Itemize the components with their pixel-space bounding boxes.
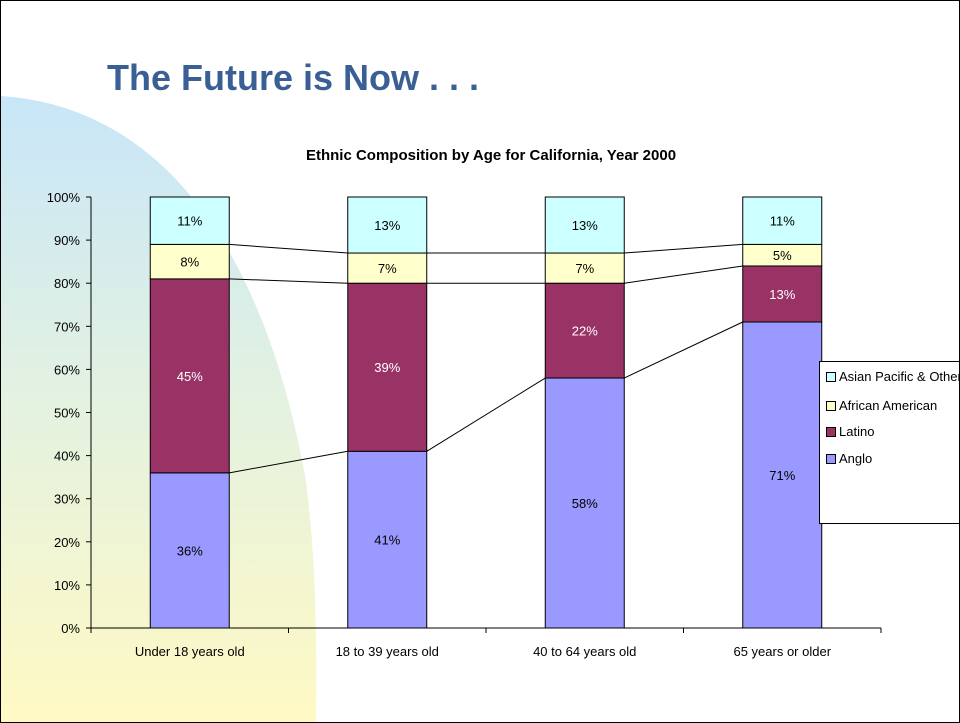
bar-segment	[742, 196, 823, 245]
series-connector-line	[426, 377, 546, 452]
bar-value-label: 13%	[374, 218, 400, 233]
bar-value-label: 36%	[177, 543, 203, 558]
legend-item: Asian Pacific & Other	[826, 369, 960, 384]
bar-segment	[742, 321, 823, 629]
y-tick-label: 80%	[54, 276, 80, 291]
bar-value-label: 11%	[177, 214, 202, 229]
bar-value-label: 13%	[572, 218, 598, 233]
y-tick-label: 0%	[61, 621, 80, 636]
x-tick-label: 40 to 64 years old	[533, 644, 636, 659]
bar-value-label: 7%	[378, 261, 397, 276]
chart-title: Ethnic Composition by Age for California…	[306, 147, 676, 164]
bar-labels-group: 36% 45% 8% 11% 41% 39% 7% 13% 58% 22% 7% 13% 71% 13% 5…	[177, 214, 796, 559]
legend-item: Latino	[826, 424, 959, 439]
bar-segment	[544, 196, 625, 254]
series-connector-line	[624, 243, 743, 254]
bar-segment	[544, 282, 625, 379]
bar-value-label: 8%	[180, 255, 199, 270]
y-tick-label: 20%	[54, 535, 80, 550]
bar-segment	[544, 252, 625, 284]
y-tick-label: 90%	[54, 233, 80, 248]
series-connector-line	[229, 278, 348, 284]
bar-value-label: 7%	[575, 261, 594, 276]
series-connector-line	[229, 243, 348, 254]
bar-value-label: 41%	[374, 533, 400, 548]
y-tick-label: 50%	[54, 406, 80, 421]
legend-swatch	[826, 427, 836, 437]
bar-segment	[149, 278, 230, 474]
y-tick-label: 70%	[54, 319, 80, 334]
legend-swatch	[826, 454, 836, 464]
y-tick-label: 40%	[54, 449, 80, 464]
legend-label: Anglo	[839, 451, 873, 466]
y-tick-label: 10%	[54, 578, 80, 593]
legend-item: Anglo	[826, 451, 959, 466]
legend-label: Asian Pacific & Other	[839, 369, 960, 384]
bar-segment	[347, 450, 428, 629]
x-tick-label: 18 to 39 years old	[336, 644, 439, 659]
bar-value-label: 39%	[374, 360, 400, 375]
bar-value-label: 13%	[769, 287, 795, 302]
slide-title: The Future is Now . . .	[107, 57, 480, 98]
legend-swatch	[826, 401, 836, 411]
bar-value-label: 45%	[177, 369, 203, 384]
series-connector-line	[229, 450, 348, 474]
bar-value-label: 11%	[770, 214, 795, 229]
bar-segment	[742, 265, 823, 323]
x-tick-label: 65 years or older	[733, 644, 831, 659]
bar-segment	[347, 282, 428, 452]
axes-group: 0% 10% 20% 30% 40% 50% 60% 70% 80% 90% 100% Under 1…	[47, 190, 882, 659]
y-tick-label: 100%	[47, 190, 81, 205]
legend: Asian Pacific & Other African American Lat…	[819, 361, 960, 524]
bar-segment	[149, 243, 230, 280]
bar-value-label: 58%	[572, 496, 598, 511]
y-tick-label: 60%	[54, 362, 80, 377]
legend-swatch	[826, 372, 836, 382]
bar-segment	[347, 252, 428, 284]
series-connector-line	[624, 265, 743, 284]
legend-label: African American	[839, 398, 938, 413]
legend-label: Latino	[839, 424, 875, 439]
bar-value-label: 5%	[773, 248, 792, 263]
x-tick-label: Under 18 years old	[135, 644, 245, 659]
series-connector-lines	[229, 243, 743, 474]
bar-segment	[149, 196, 230, 245]
legend-item: African American	[826, 398, 959, 413]
bar-value-label: 71%	[769, 468, 795, 483]
bar-segment	[347, 196, 428, 254]
y-tick-label: 30%	[54, 492, 80, 507]
bars-group	[149, 196, 823, 629]
bar-value-label: 22%	[572, 324, 598, 339]
series-connector-line	[624, 321, 743, 379]
